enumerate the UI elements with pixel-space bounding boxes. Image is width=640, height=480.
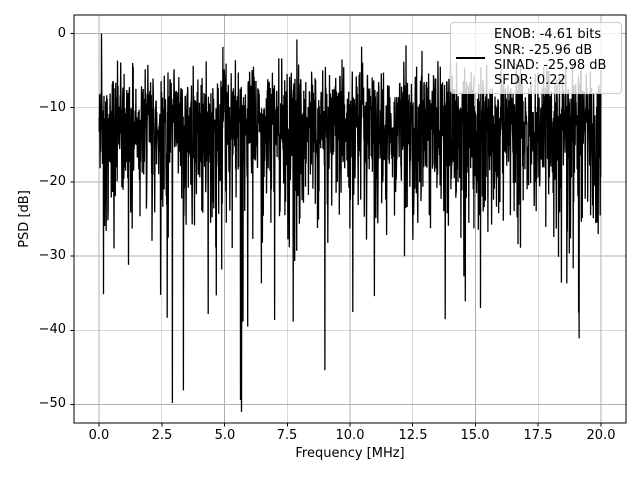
y-tick-label: −30 (38, 248, 66, 263)
x-tick-label: 20.0 (586, 428, 616, 443)
y-tick-label: −20 (38, 174, 66, 189)
psd-noise-line (98, 33, 602, 412)
legend-metrics: ENOB: -4.61 bits SNR: -25.96 dB SINAD: -… (494, 27, 606, 89)
y-tick-label: −50 (38, 396, 66, 411)
x-tick-label: 10.0 (335, 428, 365, 443)
x-tick-label: 2.5 (151, 428, 173, 443)
y-tick-label: −10 (38, 100, 66, 115)
legend: ENOB: -4.61 bits SNR: -25.96 dB SINAD: -… (450, 22, 622, 94)
y-axis-label: PSD [dB] (17, 190, 32, 248)
x-tick-label: 17.5 (523, 428, 553, 443)
x-tick-label: 0.0 (88, 428, 110, 443)
x-tick-label: 5.0 (214, 428, 236, 443)
legend-sinad: SINAD: -25.98 dB (494, 58, 607, 73)
legend-snr: SNR: -25.96 dB (494, 42, 593, 58)
legend-enob: ENOB: -4.61 bits (494, 27, 602, 43)
y-tick-label: 0 (57, 26, 66, 41)
legend-sfdr: SFDR: 0.22 (494, 73, 566, 89)
x-tick-label: 7.5 (276, 428, 298, 443)
x-axis-label: Frequency [MHz] (295, 446, 405, 461)
y-tick-label: −40 (38, 322, 66, 337)
x-tick-label: 12.5 (398, 428, 428, 443)
x-tick-label: 15.0 (460, 428, 490, 443)
legend-line-handle (456, 57, 485, 59)
